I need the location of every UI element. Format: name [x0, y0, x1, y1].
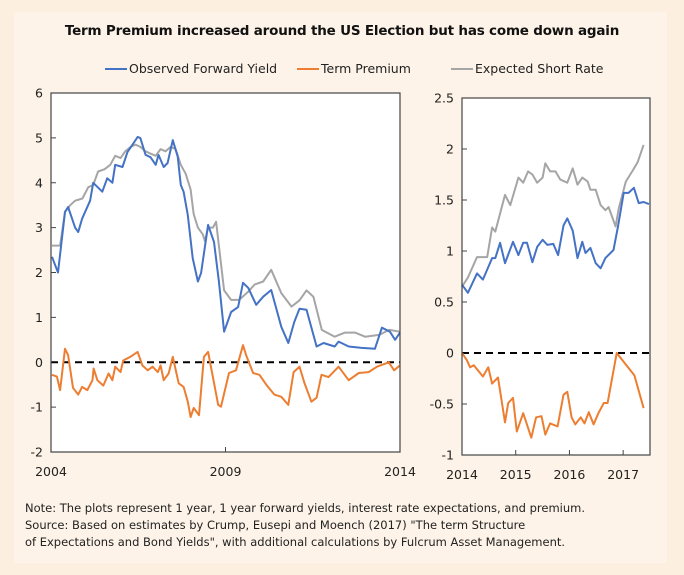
source-line: Source: Based on estimates by Crump, Eus… [25, 518, 526, 532]
series-line-expected-short-rate [52, 143, 401, 338]
y-tick-label: 2 [446, 142, 454, 157]
legend-label: Observed Forward Yield [129, 61, 278, 76]
x-tick-label: 2009 [210, 464, 242, 479]
chart-title: Term Premium increased around the US Ele… [64, 23, 620, 39]
plot-frame-right [461, 97, 651, 456]
series-line-observed-forward-yield [461, 186, 650, 294]
y-tick-label: 0 [35, 355, 43, 370]
x-tick-label: 2016 [554, 467, 586, 482]
x-tick-label: 2015 [500, 467, 532, 482]
x-tick-label: 2014 [384, 464, 416, 479]
y-tick-label: 2 [35, 265, 43, 280]
x-tick-label: 2014 [446, 467, 478, 482]
y-tick-label: 6 [35, 86, 43, 101]
y-tick-label: 1.5 [434, 193, 454, 208]
series-line-term-premium [51, 344, 401, 418]
y-tick-label: 1 [446, 244, 454, 259]
series-line-term-premium [461, 352, 645, 439]
y-tick-label: -0.5 [430, 397, 454, 412]
footnotes: Note: The plots represent 1 year, 1 year… [25, 500, 585, 551]
x-tick-label: 2004 [35, 464, 67, 479]
y-tick-label: 0 [446, 346, 454, 361]
legend-item-observed-forward-yield: Observed Forward Yield [105, 61, 277, 76]
legend-item-expected-short-rate: Expected Short Rate [451, 61, 603, 76]
legend-swatch-gray [451, 67, 473, 70]
y-tick-label: -1 [31, 400, 43, 415]
note-line: Note: The plots represent 1 year, 1 year… [25, 501, 585, 515]
plot-frame-left [50, 92, 401, 453]
source-line: of Expectations and Bond Yields", with a… [25, 535, 566, 549]
y-tick-label: 2.5 [434, 91, 454, 106]
y-tick-label: 1 [35, 310, 43, 325]
y-tick-label: -1 [442, 448, 454, 463]
plot-area-right [462, 98, 650, 455]
series-line-expected-short-rate [461, 144, 645, 288]
legend-item-term-premium: Term Premium [297, 61, 411, 76]
y-tick-label: 0.5 [434, 295, 454, 310]
legend-swatch-orange [297, 67, 319, 70]
legend: Observed Forward Yield Term Premium Expe… [0, 61, 684, 79]
legend-label: Term Premium [321, 61, 411, 76]
legend-swatch-blue [105, 67, 127, 70]
y-tick-label: 3 [35, 220, 43, 235]
legend-label: Expected Short Rate [475, 61, 604, 76]
y-tick-label: 4 [35, 175, 43, 190]
x-tick-label: 2017 [607, 467, 639, 482]
y-tick-label: -2 [31, 445, 43, 460]
y-tick-label: 5 [35, 130, 43, 145]
series-line-observed-forward-yield [51, 136, 401, 350]
plot-area-left [51, 93, 400, 452]
